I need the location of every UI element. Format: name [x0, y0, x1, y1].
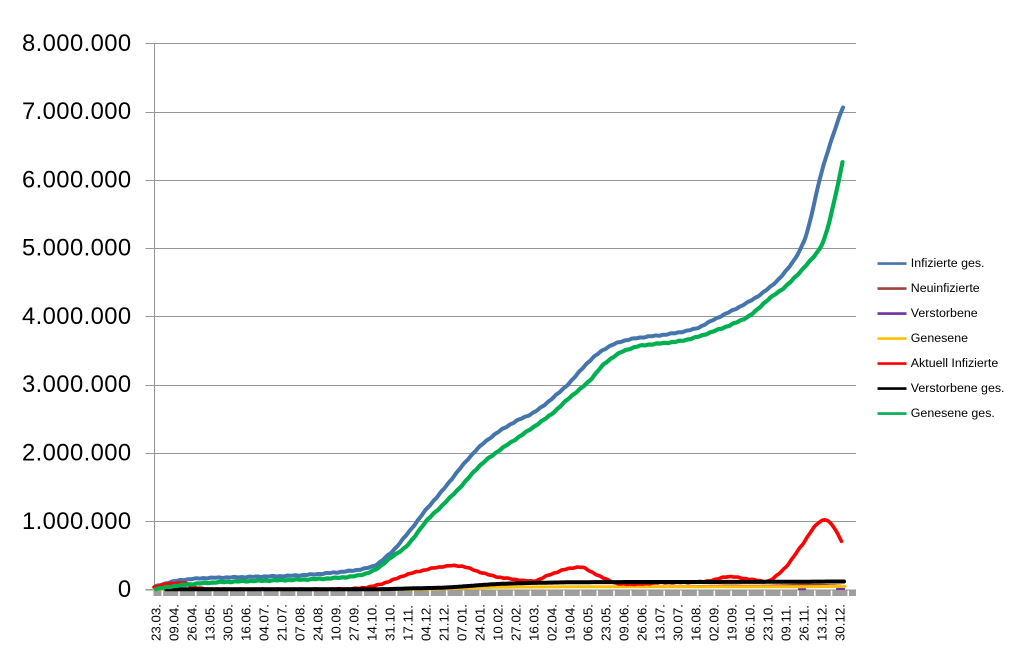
- svg-text:23.05.: 23.05.: [599, 604, 614, 641]
- svg-text:26.06.: 26.06.: [635, 604, 650, 641]
- svg-text:13.07.: 13.07.: [653, 604, 668, 641]
- svg-text:30.05.: 30.05.: [221, 604, 236, 641]
- svg-text:30.12.: 30.12.: [833, 604, 848, 641]
- svg-text:2.000.000: 2.000.000: [22, 440, 131, 467]
- svg-text:10.02.: 10.02.: [491, 604, 506, 641]
- svg-text:27.09.: 27.09.: [347, 604, 362, 641]
- svg-text:23.03.: 23.03.: [149, 604, 164, 641]
- svg-text:16.08.: 16.08.: [689, 604, 704, 641]
- svg-text:04.12.: 04.12.: [419, 604, 434, 641]
- svg-text:Verstorbene: Verstorbene: [911, 306, 978, 320]
- svg-text:13.05.: 13.05.: [203, 604, 218, 641]
- svg-text:26.11.: 26.11.: [797, 605, 812, 641]
- svg-text:27.02.: 27.02.: [509, 604, 524, 641]
- svg-text:24.08.: 24.08.: [311, 604, 326, 641]
- svg-text:Genesene: Genesene: [911, 331, 968, 345]
- svg-text:4.000.000: 4.000.000: [22, 303, 131, 330]
- svg-text:1.000.000: 1.000.000: [22, 508, 131, 535]
- svg-text:0: 0: [118, 576, 132, 603]
- svg-text:16.06.: 16.06.: [239, 604, 254, 641]
- svg-text:3.000.000: 3.000.000: [22, 371, 131, 398]
- svg-text:Genesene ges.: Genesene ges.: [911, 406, 995, 420]
- svg-text:16.03.: 16.03.: [527, 604, 542, 641]
- svg-text:21.12.: 21.12.: [437, 604, 452, 641]
- svg-text:24.01.: 24.01.: [473, 604, 488, 641]
- svg-text:02.04.: 02.04.: [545, 604, 560, 641]
- svg-text:13.12.: 13.12.: [815, 604, 830, 641]
- svg-text:Neuinfizierte: Neuinfizierte: [911, 281, 980, 295]
- svg-text:8.000.000: 8.000.000: [22, 30, 131, 57]
- svg-text:09.04.: 09.04.: [167, 604, 182, 641]
- svg-text:Aktuell Infizierte: Aktuell Infizierte: [911, 356, 999, 370]
- svg-text:09.06.: 09.06.: [617, 604, 632, 641]
- svg-text:04.07.: 04.07.: [257, 604, 272, 641]
- svg-text:21.07.: 21.07.: [275, 604, 290, 641]
- svg-text:30.07.: 30.07.: [671, 604, 686, 641]
- svg-text:Verstorbene ges.: Verstorbene ges.: [911, 381, 1005, 395]
- svg-text:23.10.: 23.10.: [761, 604, 776, 641]
- svg-text:06.05.: 06.05.: [581, 604, 596, 641]
- svg-text:10.09.: 10.09.: [329, 604, 344, 641]
- svg-text:7.000.000: 7.000.000: [22, 98, 131, 125]
- svg-text:17.11.: 17.11.: [401, 605, 416, 641]
- svg-text:14.10.: 14.10.: [365, 604, 380, 641]
- svg-text:09.11.: 09.11.: [779, 605, 794, 641]
- svg-text:5.000.000: 5.000.000: [22, 235, 131, 262]
- svg-text:Infizierte ges.: Infizierte ges.: [911, 256, 985, 270]
- svg-text:06.10.: 06.10.: [743, 604, 758, 641]
- svg-text:6.000.000: 6.000.000: [22, 167, 131, 194]
- svg-text:31.10.: 31.10.: [383, 604, 398, 641]
- svg-text:07.08.: 07.08.: [293, 604, 308, 641]
- svg-text:19.09.: 19.09.: [725, 604, 740, 641]
- svg-text:26.04.: 26.04.: [185, 604, 200, 641]
- svg-text:19.04.: 19.04.: [563, 604, 578, 641]
- svg-text:07.01.: 07.01.: [455, 604, 470, 641]
- svg-text:02.09.: 02.09.: [707, 604, 722, 641]
